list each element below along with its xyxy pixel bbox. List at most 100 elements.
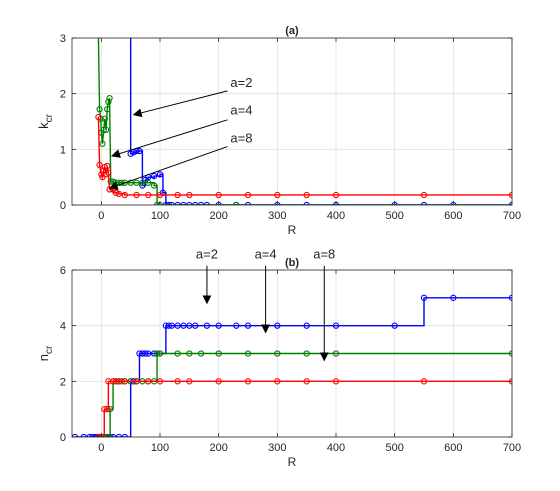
series-line (74, 297, 512, 437)
data-point (104, 106, 111, 113)
x-tick-label: 300 (268, 210, 286, 222)
x-tick-label: 700 (503, 442, 521, 454)
data-point (168, 322, 175, 329)
data-point (192, 322, 199, 329)
annotation-label: a=4 (255, 247, 277, 262)
y-axis-label: ncr (36, 345, 55, 361)
data-point (133, 179, 140, 186)
annotation-arrow (111, 119, 228, 158)
y-axis-label-sub: cr (44, 345, 55, 354)
axes-box (71, 269, 513, 438)
data-point (303, 350, 310, 357)
data-point (332, 378, 340, 385)
data-point (106, 94, 113, 102)
x-tick-label: 200 (209, 210, 227, 222)
data-point (156, 378, 164, 385)
y-tick-label: 2 (60, 376, 66, 388)
data-point (332, 191, 340, 199)
x-tick-label: 100 (151, 442, 169, 454)
x-tick-label: 0 (98, 210, 104, 222)
data-point (215, 350, 222, 357)
data-point (104, 162, 111, 170)
data-point (133, 378, 140, 385)
x-tick-label: 700 (503, 210, 521, 222)
y-tick-label: 1 (60, 144, 66, 156)
data-point (145, 350, 152, 357)
data-point (244, 322, 252, 329)
series-line (98, 352, 512, 437)
data-point (142, 350, 149, 357)
data-point (174, 378, 181, 385)
x-tick-label: 500 (385, 210, 403, 222)
data-point (332, 322, 340, 329)
data-point (332, 350, 340, 357)
data-point (186, 191, 193, 199)
data-point (145, 378, 152, 385)
x-tick-label: 600 (444, 210, 462, 222)
data-point (112, 189, 120, 196)
data-point (274, 191, 281, 199)
data-point (244, 378, 252, 385)
data-point (96, 161, 103, 169)
data-point (244, 350, 252, 357)
data-point (186, 322, 193, 329)
data-point (420, 191, 428, 199)
series-line (129, 38, 512, 205)
data-point (104, 406, 111, 413)
data-point (180, 322, 187, 329)
y-tick-label: 2 (60, 89, 66, 101)
y-tick-label: 6 (60, 265, 66, 277)
data-point (139, 179, 146, 186)
series-line (97, 38, 512, 205)
data-point (233, 322, 240, 329)
data-point (274, 378, 281, 385)
data-point (174, 322, 181, 329)
data-point (121, 179, 128, 186)
x-axis-label: R (288, 223, 297, 237)
data-point (156, 191, 164, 199)
data-point (215, 378, 222, 385)
data-point (162, 322, 170, 329)
y-axis-label-sub: cr (44, 113, 55, 122)
data-point (101, 115, 109, 122)
annotation-arrow (108, 146, 228, 190)
data-point (127, 179, 134, 186)
data-point (109, 378, 117, 385)
annotation-label: a=4 (230, 103, 252, 118)
data-point (105, 169, 112, 176)
data-point (139, 350, 146, 357)
data-point (121, 191, 128, 199)
data-point (244, 191, 252, 199)
x-tick-label: 400 (327, 210, 345, 222)
annotation-label: a=2 (230, 75, 252, 90)
data-point (174, 191, 181, 199)
y-tick-label: 3 (60, 33, 66, 45)
annotation-arrow (132, 90, 228, 118)
data-point (133, 191, 140, 199)
data-point (156, 171, 164, 178)
data-point (136, 147, 143, 155)
x-tick-label: 100 (151, 210, 169, 222)
data-point (150, 182, 158, 189)
data-point (145, 191, 152, 199)
x-tick-label: 500 (385, 442, 403, 454)
data-point (115, 190, 123, 198)
data-point (156, 350, 164, 357)
data-point (100, 126, 107, 134)
annotation-label: a=8 (313, 247, 335, 262)
chart-title: (a) (285, 25, 299, 37)
data-point (112, 378, 120, 385)
data-point (203, 322, 211, 329)
data-point (215, 322, 222, 329)
chart-title: (b) (285, 257, 299, 269)
data-point (105, 98, 112, 106)
y-axis-label: kcr (36, 113, 55, 129)
y-tick-label: 0 (60, 200, 66, 212)
data-point (303, 378, 310, 385)
x-tick-label: 200 (209, 442, 227, 454)
data-point (303, 191, 310, 199)
data-point (174, 350, 181, 357)
